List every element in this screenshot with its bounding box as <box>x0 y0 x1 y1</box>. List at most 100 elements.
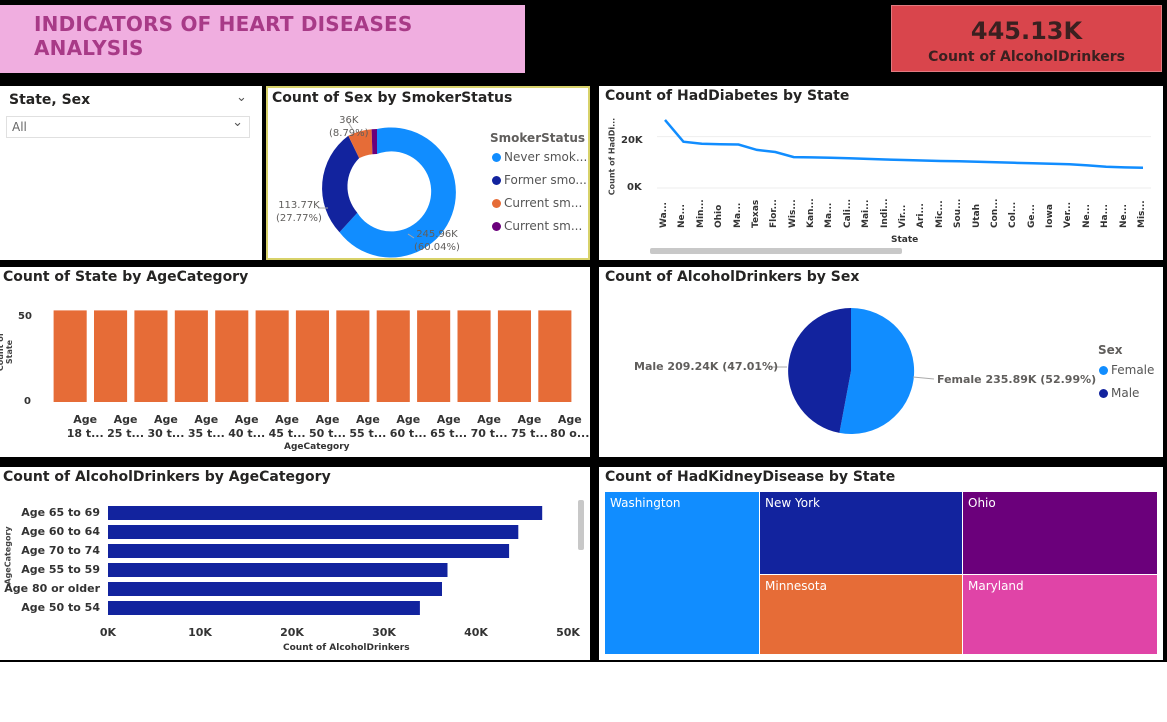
legend-item-former[interactable]: Former smo... <box>492 173 587 187</box>
hbar-bar[interactable] <box>108 544 510 558</box>
x-axis-label: State <box>891 235 919 245</box>
x-tick-label: Ma... <box>732 202 743 228</box>
x-tick-label: Ha... <box>1100 204 1111 228</box>
slicer-value: All <box>12 120 27 134</box>
donut-slice-current-1[interactable] <box>348 129 373 159</box>
legend-item-male[interactable]: Male <box>1099 386 1139 400</box>
age-bar[interactable] <box>376 310 410 402</box>
chevron-down-icon: ⌄ <box>232 115 243 130</box>
slicer-dropdown[interactable]: All ⌄ <box>6 115 250 138</box>
x-tick-label: Age 55 t... <box>349 413 387 440</box>
pie-slice-male[interactable] <box>788 308 851 433</box>
pie-slice-female[interactable] <box>839 307 915 434</box>
alcohol-agecategory-hbar-panel[interactable]: Count of AlcoholDrinkers by AgeCategory … <box>0 467 590 660</box>
x-tick-label: 50K <box>556 626 580 639</box>
hbar-svg <box>108 506 543 615</box>
donut-svg <box>318 121 456 258</box>
legend-title: SmokerStatus <box>490 131 586 145</box>
age-bar[interactable] <box>417 310 451 402</box>
diabetes-series-line[interactable] <box>664 119 1144 169</box>
x-tick-label: Ge... <box>1026 204 1037 228</box>
agecategory-bar-svg <box>53 310 572 402</box>
age-bar[interactable] <box>174 310 208 402</box>
kpi-card[interactable]: 445.13K Count of AlcoholDrinkers <box>891 5 1162 72</box>
age-bar[interactable] <box>134 310 168 402</box>
hbar-bar[interactable] <box>108 525 519 539</box>
treemap-tile-ohio[interactable]: Ohio <box>962 491 1158 575</box>
hbar-bar[interactable] <box>108 563 448 577</box>
age-bar[interactable] <box>215 310 249 402</box>
x-tick-label: Indi... <box>879 198 890 228</box>
x-tick-label: Age 35 t... <box>187 413 225 440</box>
x-tick-label: Mic... <box>934 200 945 228</box>
kidney-treemap-panel[interactable]: Count of HadKidneyDisease by State Washi… <box>599 467 1163 660</box>
y-tick: 20K <box>621 135 643 146</box>
x-tick-label: Age 75 t... <box>510 413 548 440</box>
hbar-bar[interactable] <box>108 601 420 615</box>
y-tick-label: Age 65 to 69 <box>21 506 100 519</box>
x-tick-label: Mai... <box>861 199 872 228</box>
age-bar[interactable] <box>295 310 329 402</box>
treemap-tile-maryland[interactable]: Maryland <box>962 574 1158 655</box>
x-tick-label: Ne... <box>1118 204 1129 228</box>
x-tick-label: 30K <box>372 626 396 639</box>
donut-slice-never[interactable] <box>339 127 456 258</box>
x-tick-label: Iowa <box>1045 204 1056 228</box>
hbar-bar[interactable] <box>108 506 543 520</box>
age-bar[interactable] <box>538 310 572 402</box>
treemap-tile-washington[interactable]: Washington <box>604 491 760 655</box>
age-bar[interactable] <box>336 310 370 402</box>
sex-pie-svg <box>767 307 935 434</box>
state-sex-slicer[interactable]: State, Sex ⌄ All ⌄ <box>0 86 262 260</box>
agecategory-bar-panel[interactable]: Count of State by AgeCategory Count of S… <box>0 267 590 457</box>
panel-title: Count of HadDiabetes by State <box>605 88 850 104</box>
x-tick-label: Con... <box>989 198 1000 228</box>
x-tick-label: Wis... <box>787 199 798 228</box>
sex-pie-panel[interactable]: Count of AlcoholDrinkers by Sex Male 209… <box>599 267 1163 457</box>
age-bar[interactable] <box>53 310 87 402</box>
y-tick: 0 <box>24 396 31 407</box>
chevron-down-icon[interactable]: ⌄ <box>236 90 247 105</box>
diabetes-line-svg <box>657 119 1151 189</box>
x-tick-label: 10K <box>188 626 212 639</box>
x-tick-label: Age 30 t... <box>147 413 185 440</box>
slicer-label: State, Sex <box>9 92 91 108</box>
x-tick-label: 40K <box>464 626 488 639</box>
x-tick-label: 20K <box>280 626 304 639</box>
vertical-scrollbar[interactable] <box>578 500 584 550</box>
x-tick-label: Age 80 o... <box>550 413 590 440</box>
legend-item-current-2[interactable]: Current sm... <box>492 219 582 233</box>
x-tick-label: Ari... <box>916 203 927 228</box>
donut-slice-former[interactable] <box>322 135 360 233</box>
panel-title: Count of AlcoholDrinkers by Sex <box>605 269 860 285</box>
x-tick-label: Age 60 t... <box>389 413 427 440</box>
donut-slice-current-2[interactable] <box>371 129 377 155</box>
y-tick-label: Age 50 to 54 <box>21 601 100 614</box>
legend-item-current-1[interactable]: Current sm... <box>492 196 582 210</box>
x-tick-label: Age 18 t... <box>66 413 104 440</box>
age-bar[interactable] <box>255 310 289 402</box>
x-tick-label: Cali... <box>842 198 853 228</box>
age-bar[interactable] <box>457 310 491 402</box>
treemap-tile-minnesota[interactable]: Minnesota <box>759 574 963 655</box>
panel-title: Count of HadKidneyDisease by State <box>605 469 896 485</box>
donut-label-current: 36K (8.79%) <box>329 115 369 139</box>
legend-item-female[interactable]: Female <box>1099 363 1154 377</box>
x-tick-label: Col... <box>1008 201 1019 228</box>
y-tick-label: Age 80 or older <box>4 582 100 595</box>
diabetes-line-panel[interactable]: Count of HadDiabetes by State Count of H… <box>599 86 1163 260</box>
smoker-donut-panel[interactable]: Count of Sex by SmokerStatus 36K (8.79%) … <box>266 86 590 260</box>
legend-item-never[interactable]: Never smok... <box>492 150 587 164</box>
x-tick-label: 0K <box>99 626 117 639</box>
horizontal-scrollbar[interactable] <box>650 248 902 254</box>
x-tick-label: Ne... <box>1081 204 1092 228</box>
age-bar[interactable] <box>94 310 128 402</box>
x-tick-label: Utah <box>971 203 982 228</box>
kpi-value: 445.13K <box>970 17 1083 45</box>
age-bar[interactable] <box>497 310 531 402</box>
donut-label-never: 245.96K (60.04%) <box>414 229 460 253</box>
x-tick-label: Ma... <box>824 202 835 228</box>
hbar-bar[interactable] <box>108 582 442 596</box>
y-tick: 50 <box>18 311 32 322</box>
treemap-tile-new-york[interactable]: New York <box>759 491 963 575</box>
